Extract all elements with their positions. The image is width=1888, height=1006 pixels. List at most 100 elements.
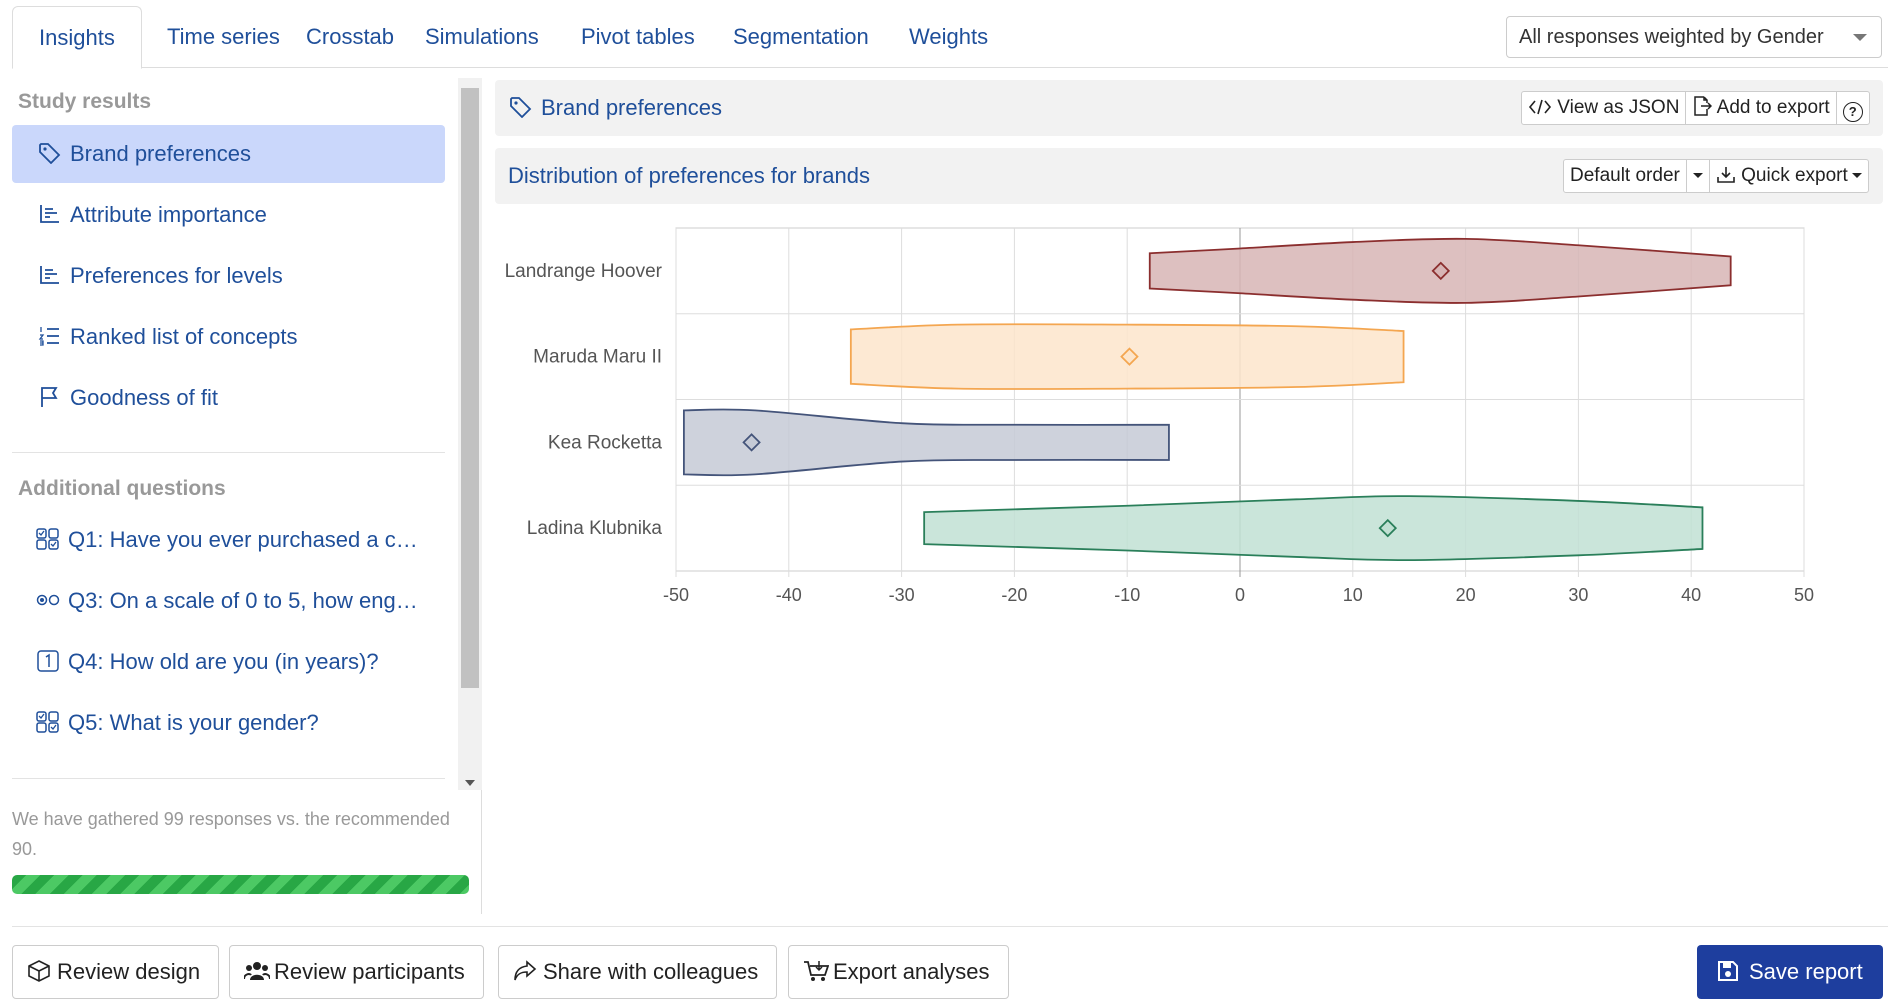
x-tick-label: -40 (776, 585, 802, 605)
sidebar-item-preferences-for-levels[interactable]: Preferences for levels (12, 247, 445, 305)
x-tick-label: -20 (1001, 585, 1027, 605)
sidebar-item-label: Ranked list of concepts (70, 324, 298, 349)
bar-chart-icon (38, 189, 64, 223)
sidebar-divider (12, 452, 445, 453)
tag-icon (38, 128, 64, 165)
sidebar-item-label: Brand preferences (70, 141, 251, 166)
chart-header: Distribution of preferences for brands D… (495, 148, 1883, 204)
footer-divider (12, 926, 1888, 927)
mean-marker (1120, 347, 1139, 366)
quick-export-label: Quick export (1741, 165, 1848, 186)
x-tick-label: 0 (1235, 585, 1245, 605)
panel-title-text: Brand preferences (541, 95, 722, 120)
sidebar-item-q5[interactable]: Q5: What is your gender? (12, 694, 445, 752)
x-tick-label: 50 (1794, 585, 1814, 605)
export-analyses-button[interactable]: Export analyses (788, 945, 1009, 999)
tab-time-series[interactable]: Time series (167, 24, 280, 49)
x-tick-label: 40 (1681, 585, 1701, 605)
review-participants-button[interactable]: Review participants (229, 945, 484, 999)
code-icon (1528, 95, 1552, 127)
save-report-button[interactable]: Save report (1697, 945, 1883, 999)
box-icon (27, 949, 53, 982)
tab-crosstab[interactable]: Crosstab (306, 24, 395, 49)
save-report-label: Save report (1749, 959, 1863, 984)
tab-insights[interactable]: Insights (12, 6, 142, 69)
progress-fill (12, 875, 469, 894)
violin-shape (923, 495, 1704, 562)
tab-pivot-tables[interactable]: Pivot tables (581, 24, 695, 49)
mean-marker (1378, 518, 1398, 538)
violin-chart: -50 -40 -30 -20 -10 0 10 20 30 40 50 Landrange Hoov… (505, 227, 1814, 605)
tab-simulations[interactable]: Simulations (425, 24, 539, 49)
export-analyses-label: Export analyses (833, 959, 990, 984)
analysis-tabs: Insights Time series Crosstab Simulation… (12, 6, 1888, 69)
chevron-down-icon (1692, 173, 1703, 178)
sidebar-scroll-area[interactable]: Study results Brand preferences Attribut… (0, 78, 458, 790)
y-category-label: Landrange Hoover (505, 261, 663, 282)
x-tick-label: 30 (1568, 585, 1588, 605)
share-icon (513, 949, 539, 981)
help-icon: ? (1842, 102, 1863, 122)
x-tick-label: 20 (1456, 585, 1476, 605)
download-icon (1716, 163, 1736, 195)
sort-order-toggle[interactable] (1687, 160, 1710, 192)
x-tick-label: -30 (889, 585, 915, 605)
review-participants-label: Review participants (274, 959, 465, 984)
y-category-label: Maruda Maru II (533, 347, 662, 368)
help-button[interactable]: ? (1837, 92, 1869, 124)
weighting-select[interactable]: All responses weighted by Gender (1506, 16, 1882, 58)
sidebar-item-label: Q1: Have you ever purchased a c… (68, 527, 418, 552)
panel-actions: View as JSON Add to export ? (1521, 91, 1870, 125)
x-tick-label: 10 (1343, 585, 1363, 605)
y-category-label: Ladina Klubnika (527, 518, 663, 539)
tag-icon (509, 83, 535, 119)
ui-radios-icon (36, 575, 62, 606)
sidebar-item-label: Q3: On a scale of 0 to 5, how eng… (68, 588, 418, 613)
sidebar-item-attribute-importance[interactable]: Attribute importance (12, 186, 445, 244)
scroll-down-icon[interactable] (465, 780, 475, 786)
additional-questions-heading: Additional questions (18, 477, 226, 500)
panel-header: Brand preferences View as JSON Add to ex… (495, 80, 1883, 136)
number-icon (36, 636, 62, 672)
sidebar-item-ranked-list[interactable]: Ranked list of concepts (12, 308, 445, 366)
sidebar-item-label: Attribute importance (70, 202, 267, 227)
list-ol-icon (38, 311, 64, 346)
review-design-label: Review design (57, 959, 201, 984)
sidebar-item-label: Q5: What is your gender? (68, 710, 319, 735)
sidebar-item-q3[interactable]: Q3: On a scale of 0 to 5, how eng… (12, 572, 445, 630)
people-icon (243, 949, 271, 980)
sidebar-scrollbar[interactable] (458, 78, 482, 790)
mean-marker (742, 433, 761, 452)
quick-export-button[interactable]: Quick export (1710, 160, 1868, 192)
bar-chart-icon (38, 250, 64, 284)
sidebar-item-goodness-of-fit[interactable]: Goodness of fit (12, 369, 445, 427)
responses-progress-bar (12, 875, 469, 894)
sidebar-item-label: Goodness of fit (70, 385, 218, 410)
save-icon (1717, 948, 1741, 981)
ui-checks-grid-icon (36, 514, 62, 550)
sidebar-item-label: Preferences for levels (70, 263, 283, 288)
tab-weights[interactable]: Weights (909, 24, 989, 49)
share-button[interactable]: Share with colleagues (498, 945, 778, 999)
sidebar-item-q4[interactable]: Q4: How old are you (in years)? (12, 633, 445, 691)
cart-icon (803, 949, 830, 981)
file-export-icon (1692, 95, 1713, 127)
sidebar-divider (12, 778, 445, 779)
study-results-heading: Study results (18, 90, 152, 113)
sort-order-button[interactable]: Default order (1564, 160, 1687, 192)
chevron-down-icon (1853, 34, 1867, 41)
view-json-button[interactable]: View as JSON (1522, 92, 1687, 127)
chart-actions: Default order Quick export (1563, 159, 1869, 193)
flag-icon (38, 372, 64, 407)
sidebar-item-q1[interactable]: Q1: Have you ever purchased a c… (12, 511, 445, 569)
panel-title: Brand preferences (509, 80, 722, 136)
add-to-export-button[interactable]: Add to export (1686, 92, 1837, 127)
tab-segmentation[interactable]: Segmentation (733, 24, 869, 49)
x-tick-label: -50 (663, 585, 689, 605)
mean-marker (1431, 261, 1451, 281)
scrollbar-thumb[interactable] (461, 88, 479, 688)
sidebar-item-brand-preferences[interactable]: Brand preferences (12, 125, 445, 183)
violin-shape (682, 408, 1170, 477)
review-design-button[interactable]: Review design (12, 945, 220, 999)
ui-checks-grid-icon (36, 697, 62, 733)
